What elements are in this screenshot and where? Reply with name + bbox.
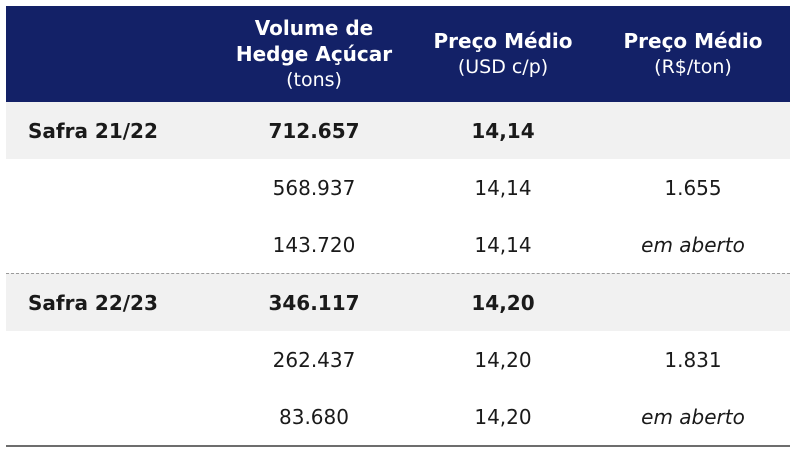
header-usd-line1: Preço Médio [433, 29, 573, 53]
row-brl: em aberto [641, 232, 745, 257]
hedge-table: Volume de Hedge Açúcar (tons) Preço Médi… [6, 6, 790, 447]
row-usd: 14,14 [474, 175, 532, 200]
table-bottom-rule [6, 445, 790, 447]
row-label [28, 331, 228, 388]
header-volume-line1: Volume de [254, 16, 374, 40]
row-brl [598, 102, 788, 159]
row-brl: 1.831 [664, 347, 722, 372]
header-usd-unit: (USD c/p) [457, 56, 549, 78]
table-row-safra-2223: Safra 22/23 346.117 14,20 [6, 273, 790, 331]
row-brl [598, 274, 788, 331]
header-usd: Preço Médio (USD c/p) [418, 6, 588, 102]
row-label [28, 159, 228, 216]
header-brl: Preço Médio (R$/ton) [598, 6, 788, 102]
row-usd: 14,20 [474, 404, 532, 429]
row-volume: 262.437 [272, 347, 356, 372]
row-usd: 14,14 [471, 118, 535, 143]
header-brl-unit: (R$/ton) [654, 56, 732, 78]
table-row: 568.937 14,14 1.655 [6, 159, 790, 216]
table-row: 262.437 14,20 1.831 [6, 331, 790, 388]
table-row: 143.720 14,14 em aberto [6, 216, 790, 273]
header-volume-line2: Hedge Açúcar [235, 42, 393, 66]
row-label [28, 216, 228, 273]
row-usd: 14,20 [471, 290, 535, 315]
row-volume: 83.680 [279, 404, 349, 429]
row-label: Safra 21/22 [28, 118, 158, 143]
table-row-safra-2122: Safra 21/22 712.657 14,14 [6, 102, 790, 159]
row-volume: 568.937 [272, 175, 356, 200]
header-brl-line1: Preço Médio [623, 29, 763, 53]
table-row: 83.680 14,20 em aberto [6, 388, 790, 445]
row-usd: 14,20 [474, 347, 532, 372]
row-volume: 346.117 [268, 290, 360, 315]
header-volume: Volume de Hedge Açúcar (tons) [224, 6, 404, 102]
row-volume: 712.657 [268, 118, 360, 143]
row-usd: 14,14 [474, 232, 532, 257]
header-volume-unit: (tons) [286, 69, 342, 91]
table-header: Volume de Hedge Açúcar (tons) Preço Médi… [6, 6, 790, 102]
row-label: Safra 22/23 [28, 290, 158, 315]
row-volume: 143.720 [272, 232, 356, 257]
row-brl: em aberto [641, 404, 745, 429]
row-label [28, 388, 228, 445]
row-brl: 1.655 [664, 175, 722, 200]
